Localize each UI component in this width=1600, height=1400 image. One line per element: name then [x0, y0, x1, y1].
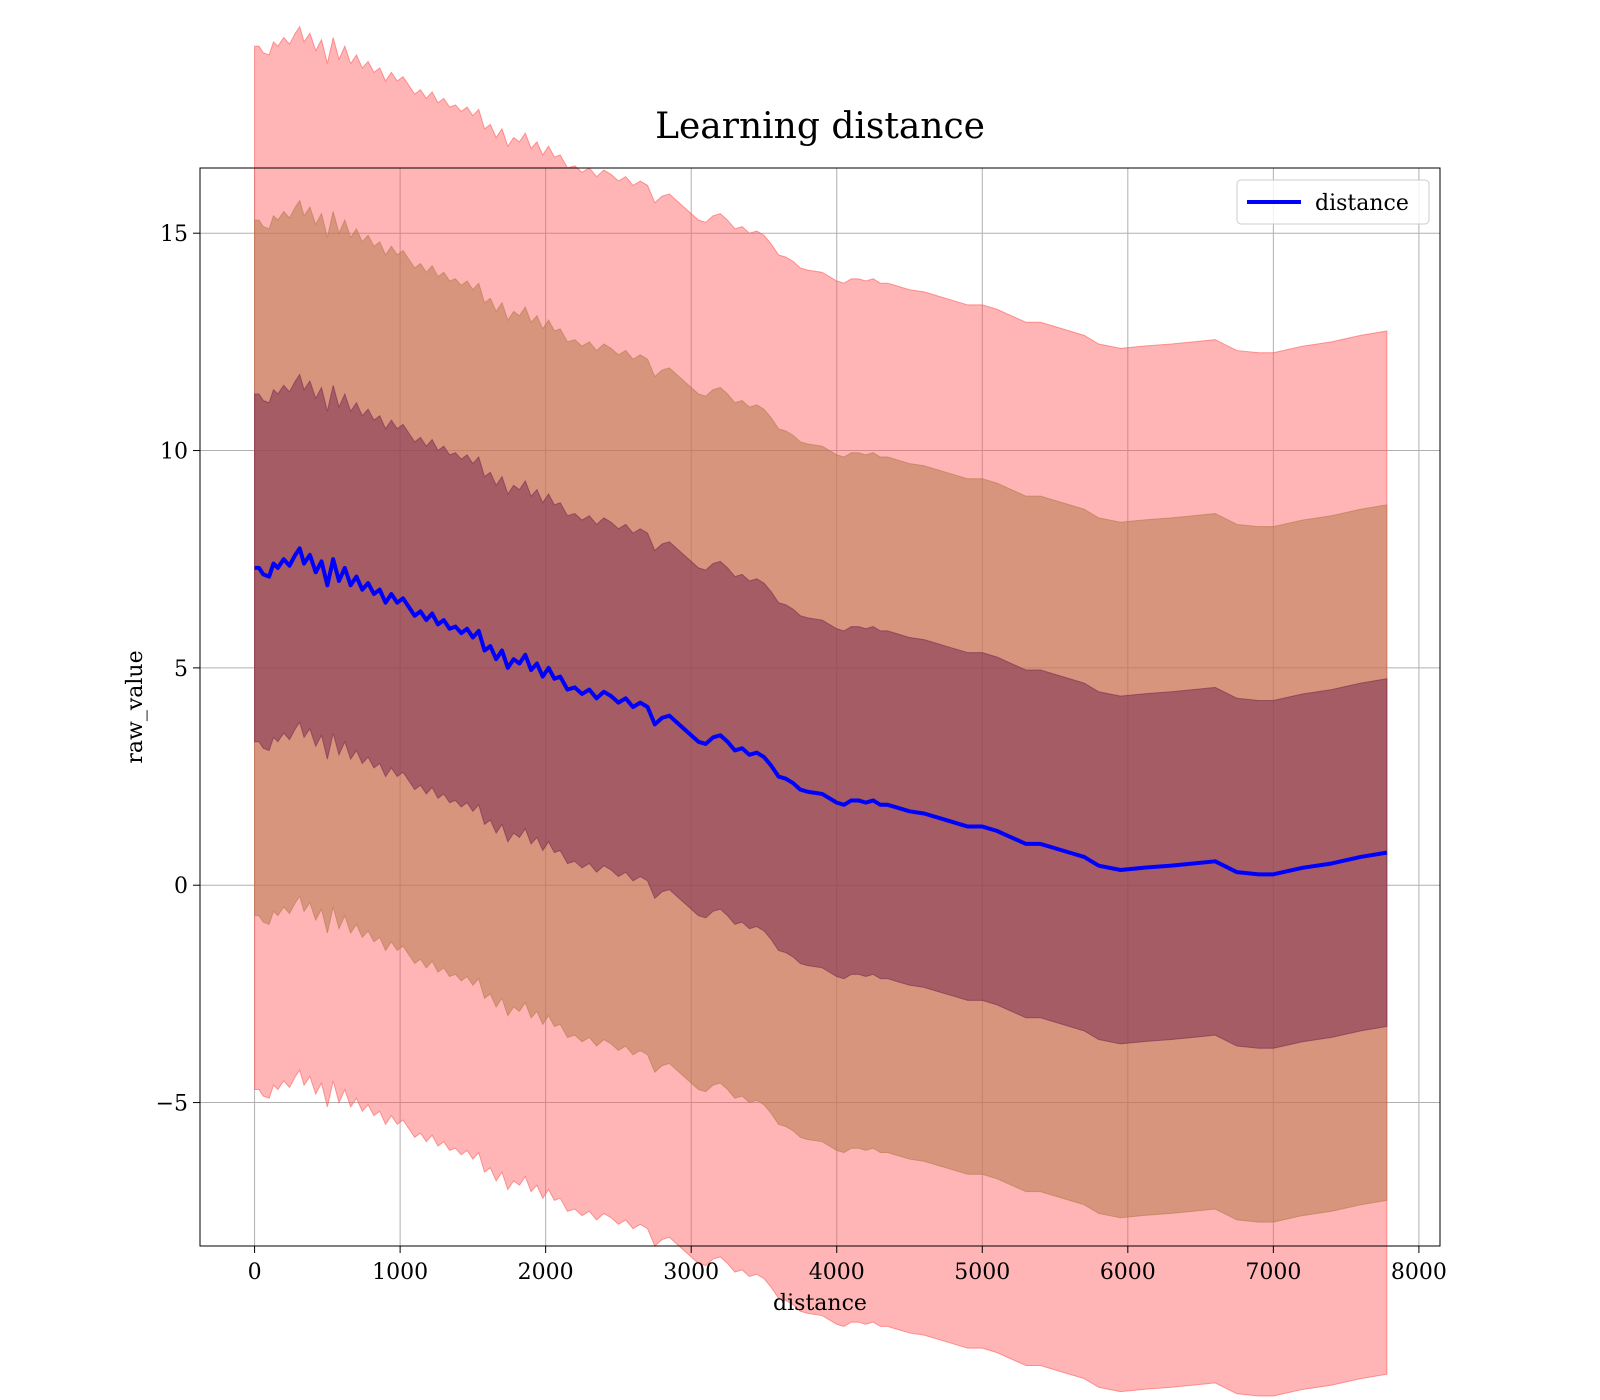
y-axis-label: raw_value: [123, 650, 148, 763]
x-axis-ticks: 0 1000 2000 3000 4000 5000 6000 7000 8000: [248, 1246, 1447, 1285]
series-line-distance: [254, 546, 1388, 877]
x-axis-label: distance: [773, 1291, 867, 1316]
y-tick-label: 15: [160, 222, 188, 247]
series-lines: [254, 546, 1388, 877]
x-tick-label: 4000: [809, 1260, 865, 1285]
legend-label-distance: distance: [1315, 191, 1409, 216]
x-tick-label: 1000: [372, 1260, 428, 1285]
std-band-1: [254, 373, 1388, 1049]
plot-frame: [199, 167, 1441, 1247]
legend-box: [1236, 179, 1430, 225]
y-axis-ticks: −5 0 5 10 15: [156, 222, 200, 1117]
x-tick-label: 7000: [1245, 1260, 1301, 1285]
x-tick-label: 3000: [663, 1260, 719, 1285]
x-tick-label: 0: [248, 1260, 262, 1285]
x-tick-label: 8000: [1391, 1260, 1447, 1285]
x-tick-label: 6000: [1100, 1260, 1156, 1285]
chart-title: Learning distance: [655, 106, 985, 147]
y-tick-label: 5: [174, 657, 188, 682]
y-tick-label: 10: [160, 440, 188, 465]
y-tick-label: 0: [174, 874, 188, 899]
std-bands: [254, 25, 1388, 1397]
legend: distance: [1236, 179, 1430, 225]
y-tick-label: −5: [156, 1092, 188, 1117]
x-tick-label: 5000: [954, 1260, 1010, 1285]
x-tick-label: 2000: [518, 1260, 574, 1285]
